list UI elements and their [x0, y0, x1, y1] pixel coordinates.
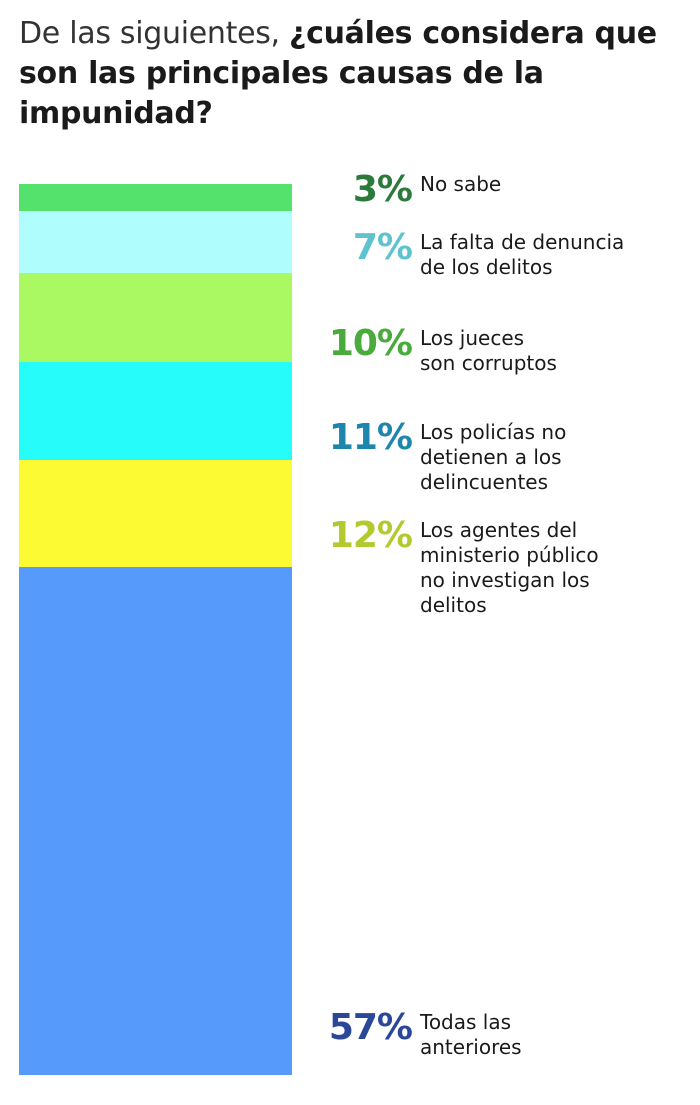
legend-text: No sabe [420, 172, 502, 196]
data-label: 12% [328, 515, 413, 556]
chart-title: De las siguientes, ¿cuáles considera que… [19, 14, 689, 134]
legend-item: 57% Todas las anteriores [300, 1010, 690, 1060]
legend-text: Los jueces son corruptos [420, 326, 557, 375]
data-label: 11% [328, 417, 413, 458]
bar-segment [19, 362, 292, 460]
legend-item: 3% No sabe [300, 172, 690, 208]
data-label: 10% [328, 323, 413, 364]
legend-text: Todas las anteriores [420, 1010, 522, 1059]
legend-item: 12% Los agentes del ministerio público no i… [300, 518, 690, 618]
legend-item: 10% Los jueces son corruptos [300, 326, 690, 376]
legend-item: 7% La falta de denuncia de los delitos [300, 230, 690, 280]
legend-text: Los agentes del ministerio público no inve… [420, 518, 599, 617]
legend-item: 11% Los policías no detienen a los delincue… [300, 420, 690, 495]
bar-segment [19, 211, 292, 273]
bar-segment [19, 567, 292, 1075]
stacked-bar [19, 184, 292, 1075]
bar-segment [19, 273, 292, 362]
bar-segment [19, 184, 292, 211]
data-label: 57% [328, 1007, 413, 1048]
data-label: 3% [352, 169, 413, 210]
legend-text: Los policías no detienen a los delincuente… [420, 420, 567, 494]
data-label: 7% [352, 227, 413, 268]
bar-segment [19, 460, 292, 567]
title-light: De las siguientes, [19, 16, 290, 51]
title-bold: ¿cuáles considera que son las principale… [19, 16, 657, 131]
legend-text: La falta de denuncia de los delitos [420, 230, 625, 279]
